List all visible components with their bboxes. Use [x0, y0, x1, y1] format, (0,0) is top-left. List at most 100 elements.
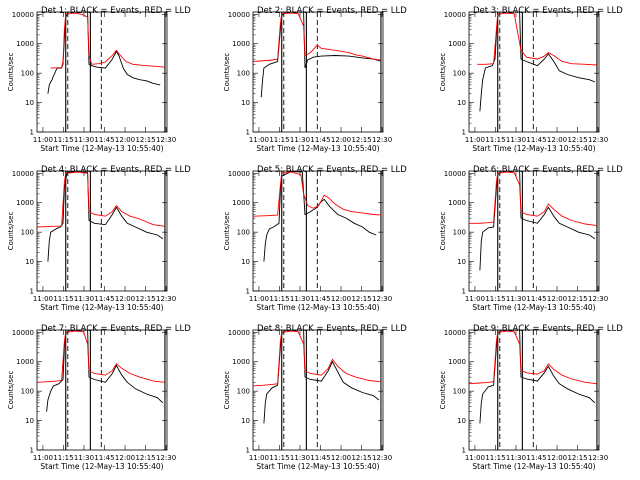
- y-axis-label: Counts/sec: [439, 371, 447, 410]
- x-tick-label: 12:00: [331, 454, 351, 462]
- events-series-line: [46, 330, 164, 412]
- y-tick-label: 10: [25, 99, 34, 107]
- x-tick-label: 11:00: [33, 295, 53, 303]
- x-tick-label: 11:45: [526, 295, 546, 303]
- panel-det-3: Det 3: BLACK = Events, RED = LLD 1 10 100 10…: [439, 6, 623, 153]
- panel-det-7: Det 7: BLACK = Events, RED = LLD 1 10 100 10…: [7, 324, 191, 471]
- x-tick-label: 12:00: [331, 136, 351, 144]
- y-tick-label: 1000: [16, 358, 34, 366]
- plot-frame: [252, 11, 384, 133]
- y-tick-label: 1000: [448, 40, 466, 48]
- x-tick-label: 12:00: [115, 454, 135, 462]
- lld-series-line: [469, 171, 597, 226]
- y-tick-label: 10: [241, 417, 250, 425]
- x-tick-label: 11:30: [74, 295, 94, 303]
- y-tick-label: 10000: [444, 11, 466, 19]
- y-tick-label: 10: [457, 417, 466, 425]
- lld-series-line: [469, 330, 597, 385]
- series-group: [253, 12, 381, 98]
- panel-title: Det 3: BLACK = Events, RED = LLD: [473, 6, 623, 16]
- y-axis-label: Counts/sec: [7, 53, 15, 92]
- x-tick-label: 11:30: [506, 136, 526, 144]
- panel-det-2: Det 2: BLACK = Events, RED = LLD 1 10 100 10…: [223, 6, 407, 153]
- panel-title: Det 7: BLACK = Events, RED = LLD: [41, 324, 191, 334]
- x-axis-label: Start Time (12-May-13 10:55:40): [256, 462, 379, 471]
- lld-series-line: [253, 12, 381, 62]
- x-tick-label: 12:15: [567, 454, 587, 462]
- x-tick-label: 12:15: [135, 454, 155, 462]
- series-group: [469, 330, 597, 424]
- x-tick-label: 11:30: [506, 454, 526, 462]
- y-tick-label: 10000: [228, 170, 250, 178]
- series-group: [469, 171, 597, 271]
- y-axis-label: Counts/sec: [223, 53, 231, 92]
- x-axis-label: Start Time (12-May-13 10:55:40): [256, 144, 379, 153]
- x-tick-label: 11:00: [33, 136, 53, 144]
- panel-det-6: Det 6: BLACK = Events, RED = LLD 1 10 100 10…: [439, 165, 623, 312]
- series-group: [37, 171, 165, 262]
- y-tick-label: 10000: [444, 170, 466, 178]
- plot-frame: [36, 329, 168, 451]
- x-tick-label: 11:00: [33, 454, 53, 462]
- y-axis-label: Counts/sec: [7, 371, 15, 410]
- series-group: [253, 171, 382, 262]
- x-axis-label: Start Time (12-May-13 10:55:40): [472, 303, 595, 312]
- y-tick-label: 100: [237, 229, 250, 237]
- plot-frame: [468, 329, 600, 451]
- x-tick-label: 12:00: [115, 295, 135, 303]
- x-tick-label: 12:00: [115, 136, 135, 144]
- x-tick-label: 11:00: [249, 295, 269, 303]
- y-axis-label: Counts/sec: [439, 53, 447, 92]
- y-tick-label: 1000: [232, 199, 250, 207]
- x-tick-label: 11:15: [53, 454, 73, 462]
- y-tick-label: 10000: [12, 170, 34, 178]
- x-tick-label: 12:15: [351, 295, 371, 303]
- x-tick-label: 11:00: [249, 136, 269, 144]
- y-tick-label: 100: [237, 70, 250, 78]
- x-tick-label: 12:30: [588, 454, 608, 462]
- plot-frame: [468, 11, 600, 133]
- y-tick-label: 1000: [232, 40, 250, 48]
- x-axis-label: Start Time (12-May-13 10:55:40): [40, 303, 163, 312]
- y-tick-label: 1: [246, 129, 250, 137]
- panel-det-8: Det 8: BLACK = Events, RED = LLD 1 10 100 10…: [223, 324, 407, 471]
- panels-group: Det 1: BLACK = Events, RED = LLD 1 10 100 10…: [7, 6, 623, 471]
- events-series-line: [263, 171, 377, 262]
- x-tick-label: 12:30: [372, 136, 392, 144]
- lld-series-line: [253, 330, 381, 387]
- panel-det-5: Det 5: BLACK = Events, RED = LLD 1 10 100 10…: [223, 165, 407, 312]
- y-tick-label: 100: [237, 388, 250, 396]
- x-tick-label: 11:30: [290, 295, 310, 303]
- y-tick-label: 1: [30, 447, 34, 455]
- x-tick-label: 12:30: [372, 454, 392, 462]
- series-group: [37, 330, 165, 412]
- x-axis-label: Start Time (12-May-13 10:55:40): [256, 303, 379, 312]
- x-tick-label: 11:30: [506, 295, 526, 303]
- x-tick-label: 11:15: [269, 454, 289, 462]
- y-tick-label: 100: [21, 388, 34, 396]
- panel-title: Det 9: BLACK = Events, RED = LLD: [473, 324, 623, 334]
- y-tick-label: 1000: [448, 358, 466, 366]
- events-series-line: [263, 330, 380, 424]
- panel-title: Det 1: BLACK = Events, RED = LLD: [41, 6, 191, 16]
- y-tick-label: 1: [246, 447, 250, 455]
- x-tick-label: 12:15: [135, 136, 155, 144]
- x-tick-label: 12:30: [588, 136, 608, 144]
- x-tick-label: 11:15: [269, 136, 289, 144]
- y-tick-label: 1: [462, 288, 466, 296]
- y-tick-label: 1000: [16, 199, 34, 207]
- x-tick-label: 12:15: [567, 295, 587, 303]
- x-tick-label: 11:30: [74, 454, 94, 462]
- x-tick-label: 12:00: [331, 295, 351, 303]
- x-tick-label: 11:15: [485, 295, 505, 303]
- lld-series-line: [50, 12, 165, 69]
- events-series-line: [479, 330, 596, 424]
- x-tick-label: 11:45: [94, 454, 114, 462]
- x-tick-label: 11:30: [290, 136, 310, 144]
- panel-title: Det 2: BLACK = Events, RED = LLD: [257, 6, 407, 16]
- x-tick-label: 11:00: [249, 454, 269, 462]
- x-tick-label: 12:30: [156, 136, 176, 144]
- x-tick-label: 11:00: [465, 295, 485, 303]
- x-tick-label: 12:30: [156, 295, 176, 303]
